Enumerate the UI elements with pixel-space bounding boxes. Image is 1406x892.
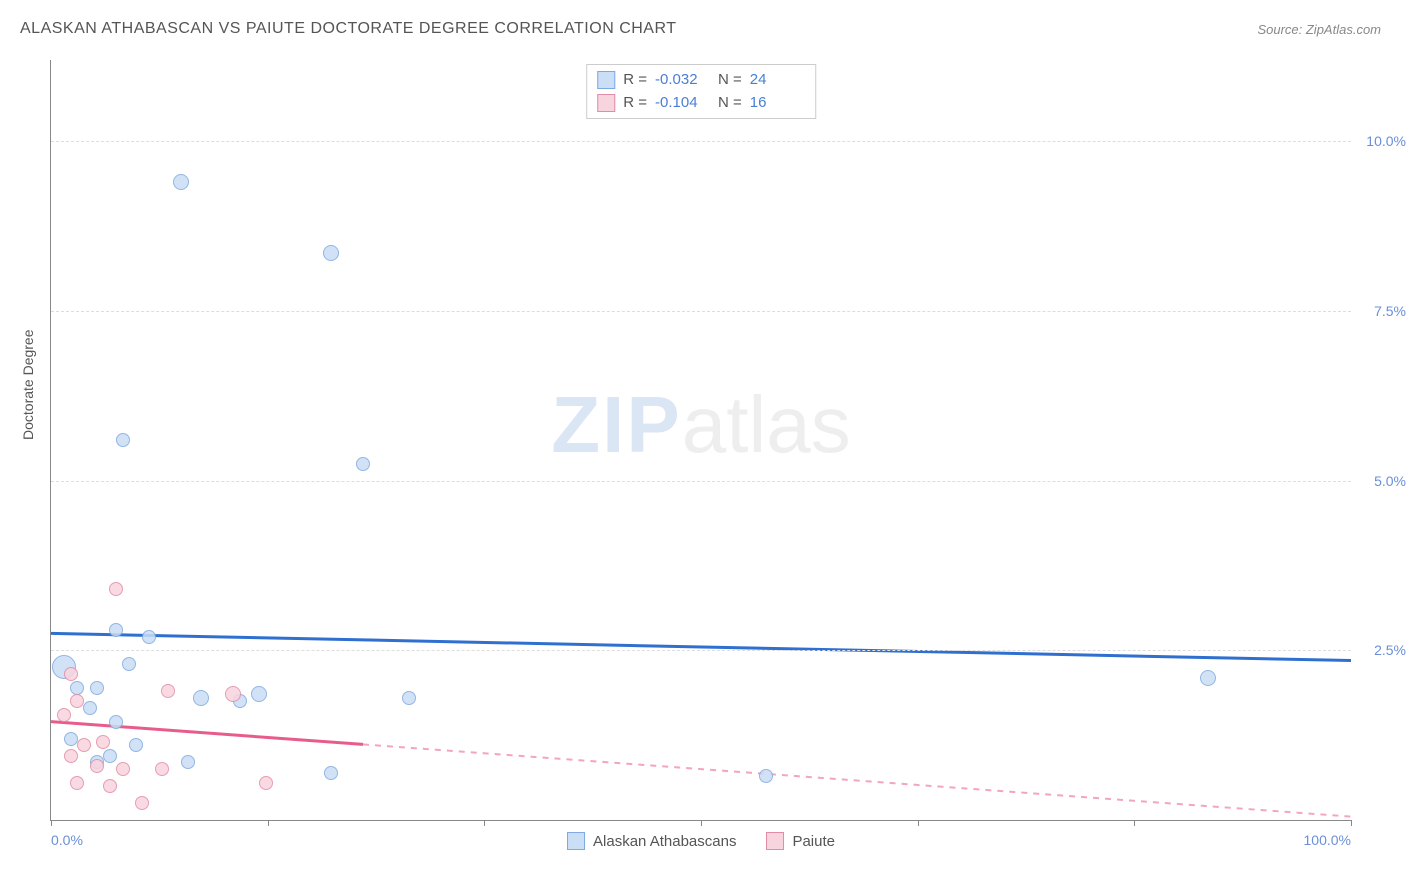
y-tick-label: 10.0% [1366, 133, 1406, 149]
data-point [77, 738, 91, 752]
data-point [142, 630, 156, 644]
gridline [51, 141, 1351, 142]
data-point [103, 749, 117, 763]
stat-n-label: N = [718, 69, 742, 92]
data-point [251, 686, 267, 702]
data-point [129, 738, 143, 752]
data-point [70, 694, 84, 708]
data-point [259, 776, 273, 790]
gridline [51, 481, 1351, 482]
stat-r-value: -0.104 [655, 92, 710, 115]
data-point [116, 762, 130, 776]
data-point [155, 762, 169, 776]
legend-item: Alaskan Athabascans [567, 832, 736, 850]
gridline [51, 311, 1351, 312]
data-point [70, 776, 84, 790]
x-tick-label: 100.0% [1304, 832, 1351, 848]
y-tick-label: 7.5% [1374, 303, 1406, 319]
data-point [109, 582, 123, 596]
data-point [225, 686, 241, 702]
data-point [90, 759, 104, 773]
regression-line [51, 633, 1351, 660]
data-point [116, 433, 130, 447]
data-point [323, 245, 339, 261]
legend-swatch [597, 71, 615, 89]
x-tick [1351, 820, 1352, 826]
legend-label: Paiute [792, 833, 835, 850]
plot-area: ZIPatlas R =-0.032N =24R =-0.104N =16 Al… [50, 60, 1351, 821]
stat-n-value: 16 [750, 92, 805, 115]
gridline [51, 650, 1351, 651]
stat-r-value: -0.032 [655, 69, 710, 92]
chart-title: ALASKAN ATHABASCAN VS PAIUTE DOCTORATE D… [20, 20, 677, 38]
data-point [324, 766, 338, 780]
data-point [109, 715, 123, 729]
data-point [70, 681, 84, 695]
source-attribution: Source: ZipAtlas.com [1257, 22, 1381, 37]
data-point [103, 779, 117, 793]
data-point [759, 769, 773, 783]
x-tick [268, 820, 269, 826]
data-point [57, 708, 71, 722]
legend-item: Paiute [766, 832, 835, 850]
data-point [135, 796, 149, 810]
x-tick [918, 820, 919, 826]
stat-r-label: R = [623, 69, 647, 92]
data-point [173, 174, 189, 190]
stat-r-label: R = [623, 92, 647, 115]
stats-legend-row: R = -0.104 N = 16 [597, 92, 805, 115]
series-legend: Alaskan Athabascans Paiute [567, 832, 835, 850]
x-tick [484, 820, 485, 826]
data-point [402, 691, 416, 705]
x-tick [701, 820, 702, 826]
regression-line-dashed [363, 744, 1351, 816]
data-point [109, 623, 123, 637]
watermark: ZIPatlas [551, 379, 850, 471]
x-tick [1134, 820, 1135, 826]
y-axis-label: Doctorate Degree [20, 329, 36, 440]
stats-legend-row: R = -0.032 N = 24 [597, 69, 805, 92]
x-tick [51, 820, 52, 826]
data-point [161, 684, 175, 698]
regression-lines-layer [51, 60, 1351, 820]
data-point [122, 657, 136, 671]
y-tick-label: 5.0% [1374, 473, 1406, 489]
data-point [181, 755, 195, 769]
data-point [64, 749, 78, 763]
legend-swatch [597, 94, 615, 112]
legend-swatch [766, 832, 784, 850]
stats-legend: R = -0.032 N = 24 R = -0.104 N = 16 [586, 64, 816, 119]
data-point [96, 735, 110, 749]
data-point [64, 732, 78, 746]
x-tick-label: 0.0% [51, 832, 83, 848]
data-point [1200, 670, 1216, 686]
watermark-zip: ZIP [551, 380, 681, 469]
data-point [193, 690, 209, 706]
watermark-atlas: atlas [682, 380, 851, 469]
y-tick-label: 2.5% [1374, 642, 1406, 658]
data-point [356, 457, 370, 471]
stat-n-label: N = [718, 92, 742, 115]
data-point [64, 667, 78, 681]
legend-swatch [567, 832, 585, 850]
data-point [83, 701, 97, 715]
legend-label: Alaskan Athabascans [593, 833, 736, 850]
data-point [90, 681, 104, 695]
stat-n-value: 24 [750, 69, 805, 92]
